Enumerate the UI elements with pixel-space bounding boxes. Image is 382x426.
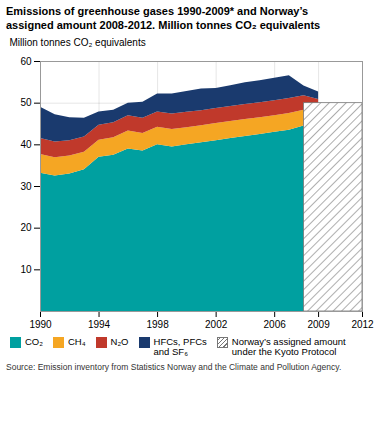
svg-text:10: 10 [20, 264, 32, 275]
html-text:CH₄: CH₄ [68, 335, 86, 347]
svg-text:50: 50 [20, 97, 32, 108]
svg-text:30: 30 [20, 180, 32, 191]
svg-text:2009: 2009 [307, 318, 330, 329]
svg-text:60: 60 [20, 55, 32, 66]
html-text:CO₂: CO₂ [25, 335, 43, 347]
svg-text:2012: 2012 [351, 318, 374, 329]
svg-text:Million tonnes CO₂ equivalents: Million tonnes CO₂ equivalents [10, 36, 146, 47]
svg-text:1990: 1990 [29, 318, 52, 329]
html-text:Source: Emission inventory fro: Source: Emission inventory from Statisti… [6, 362, 342, 373]
html-text:Emissions of greenhouse gases: Emissions of greenhouse gases 1990-2009*… [6, 5, 321, 31]
svg-text:2002: 2002 [205, 318, 228, 329]
svg-text:20: 20 [20, 222, 32, 233]
svg-text:1998: 1998 [146, 318, 169, 329]
svg-text:1994: 1994 [88, 318, 111, 329]
html-text:HFCs, PFCs and SF₆: HFCs, PFCs and SF₆ [153, 335, 207, 358]
svg-text:2006: 2006 [264, 318, 287, 329]
html-text:N₂O: N₂O [110, 335, 129, 347]
html-text:Norway’s assigned amount under: Norway’s assigned amount under the Kyoto… [231, 335, 346, 358]
svg-text:40: 40 [20, 139, 32, 150]
